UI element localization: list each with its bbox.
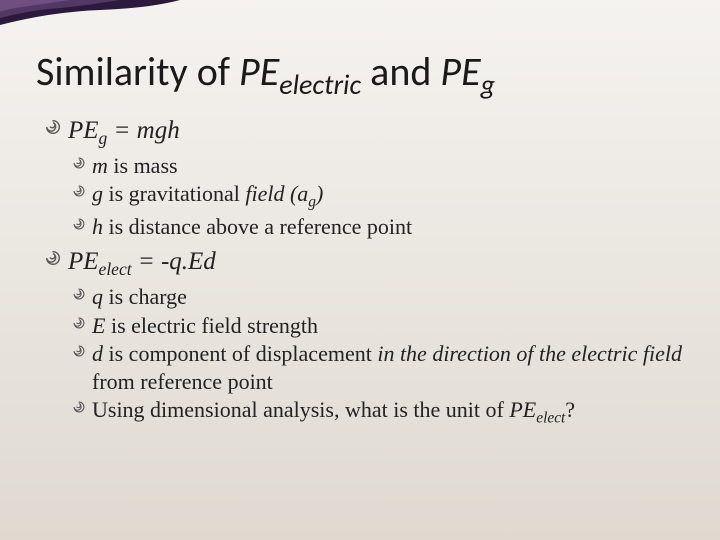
bullet-level-2: m is mass [36, 152, 684, 180]
bullets-container: PEg = mghm is massg is gravitational fie… [36, 115, 684, 428]
bullet-level-2: E is electric field strength [36, 312, 684, 340]
bullet-text: E is electric field strength [92, 312, 318, 340]
bullet-level-2: q is charge [36, 283, 684, 311]
bullet-text: q is charge [92, 283, 187, 311]
slide-content: Similarity of PEelectric and PEg PEg = m… [0, 0, 720, 449]
bullet-text: Using dimensional analysis, what is the … [92, 396, 575, 428]
bullet-text: PEg = mgh [68, 115, 180, 150]
bullet-text: PEelect = -q.Ed [68, 246, 216, 281]
bullet-level-1: PEelect = -q.Ed [36, 246, 684, 281]
bullet-text: g is gravitational field (ag) [92, 180, 323, 212]
bullet-text: d is component of displacement in the di… [92, 340, 684, 395]
slide-title: Similarity of PEelectric and PEg [36, 50, 684, 101]
bullet-level-2: d is component of displacement in the di… [36, 340, 684, 395]
bullet-text: m is mass [92, 152, 178, 180]
bullet-level-2: g is gravitational field (ag) [36, 180, 684, 212]
bullet-level-2: h is distance above a reference point [36, 213, 684, 241]
bullet-level-2: Using dimensional analysis, what is the … [36, 396, 684, 428]
bullet-text: h is distance above a reference point [92, 213, 412, 241]
bullet-level-1: PEg = mgh [36, 115, 684, 150]
